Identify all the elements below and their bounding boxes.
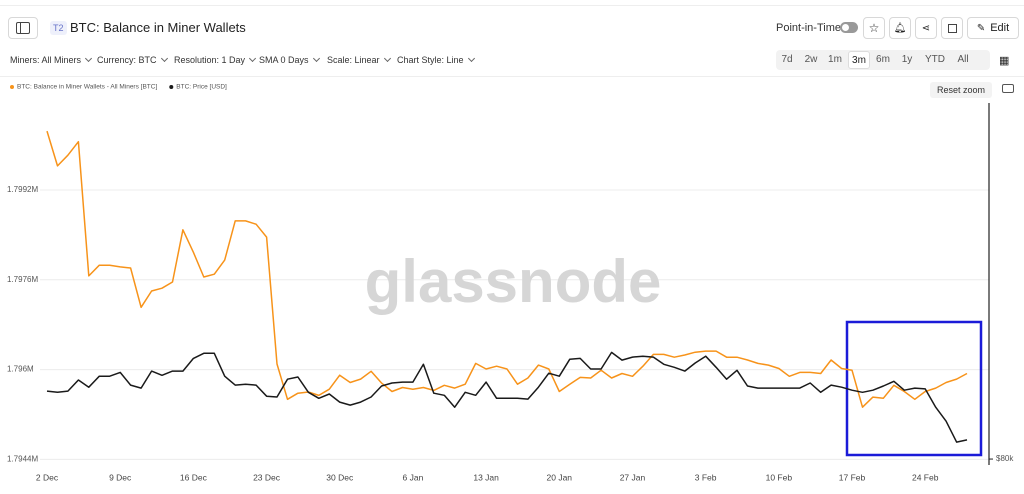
- y-tick-label: 1.7992M: [7, 185, 38, 194]
- filter-dropdown[interactable]: SMA 0 Days: [259, 55, 319, 65]
- x-tick-label: 13 Jan: [473, 472, 499, 482]
- x-tick-label: 27 Jan: [620, 472, 646, 482]
- range-button[interactable]: 1m: [828, 54, 842, 65]
- x-tick-label: 20 Jan: [547, 472, 573, 482]
- x-tick-label: 9 Dec: [109, 472, 132, 482]
- reset-zoom-button[interactable]: Reset zoom: [930, 82, 993, 98]
- sidebar-toggle[interactable]: [8, 17, 38, 39]
- y-tick-label: 1.7944M: [7, 454, 38, 463]
- edit-label: Edit: [990, 22, 1010, 34]
- x-tick-label: 3 Feb: [695, 472, 717, 482]
- series-line: [46, 351, 968, 443]
- x-tick-label: 6 Jan: [403, 472, 424, 482]
- calendar-button[interactable]: ▦: [999, 55, 1010, 67]
- tier-badge: T2: [50, 21, 67, 35]
- x-tick-label: 2 Dec: [36, 472, 59, 482]
- watermark: glassnode: [365, 248, 662, 315]
- range-button[interactable]: 3m: [848, 51, 870, 69]
- x-tick-label: 16 Dec: [180, 472, 208, 482]
- range-button[interactable]: All: [957, 54, 969, 65]
- point-in-time-label: Point-in-Time: [776, 22, 841, 34]
- share-button[interactable]: ⋖: [915, 17, 937, 39]
- filter-dropdown[interactable]: Miners: All Miners: [10, 55, 91, 65]
- alert-button[interactable]: 🔔︎: [889, 17, 911, 39]
- legend-marker: [10, 85, 14, 89]
- x-tick-label: 23 Dec: [253, 472, 281, 482]
- y-tick-label: 1.796M: [7, 365, 34, 374]
- filter-dropdown[interactable]: Chart Style: Line: [397, 55, 474, 65]
- x-tick-label: 30 Dec: [326, 472, 354, 482]
- range-button[interactable]: 2w: [804, 54, 818, 65]
- filter-dropdown[interactable]: Scale: Linear: [327, 55, 390, 65]
- screenshot-button[interactable]: [1002, 84, 1014, 93]
- range-button[interactable]: YTD: [925, 54, 945, 65]
- edit-button[interactable]: ✎ Edit: [967, 17, 1019, 39]
- divider: [0, 76, 1024, 77]
- legend-label: BTC: Price [USD]: [176, 84, 227, 91]
- x-tick-label: 24 Feb: [912, 472, 939, 482]
- chart-title: BTC: Balance in Miner Wallets: [70, 20, 246, 35]
- favorite-button[interactable]: ☆: [863, 17, 885, 39]
- point-in-time-toggle[interactable]: [840, 22, 858, 33]
- top-border: [0, 0, 1024, 6]
- x-tick-label: 10 Feb: [766, 472, 793, 482]
- copy-button[interactable]: [941, 17, 963, 39]
- y-tick-label: 1.7976M: [7, 275, 38, 284]
- y2-tick-label: $80k: [996, 454, 1014, 463]
- series-line: [46, 130, 968, 408]
- legend-marker: [169, 85, 174, 89]
- filter-dropdown[interactable]: Currency: BTC: [97, 55, 167, 65]
- filter-dropdown[interactable]: Resolution: 1 Day: [174, 55, 255, 65]
- range-button[interactable]: 6m: [876, 54, 890, 65]
- range-button[interactable]: 1y: [901, 54, 913, 65]
- legend-label: BTC: Balance in Miner Wallets - All Mine…: [17, 84, 157, 91]
- range-button[interactable]: 7d: [781, 54, 793, 65]
- x-tick-label: 17 Feb: [839, 472, 866, 482]
